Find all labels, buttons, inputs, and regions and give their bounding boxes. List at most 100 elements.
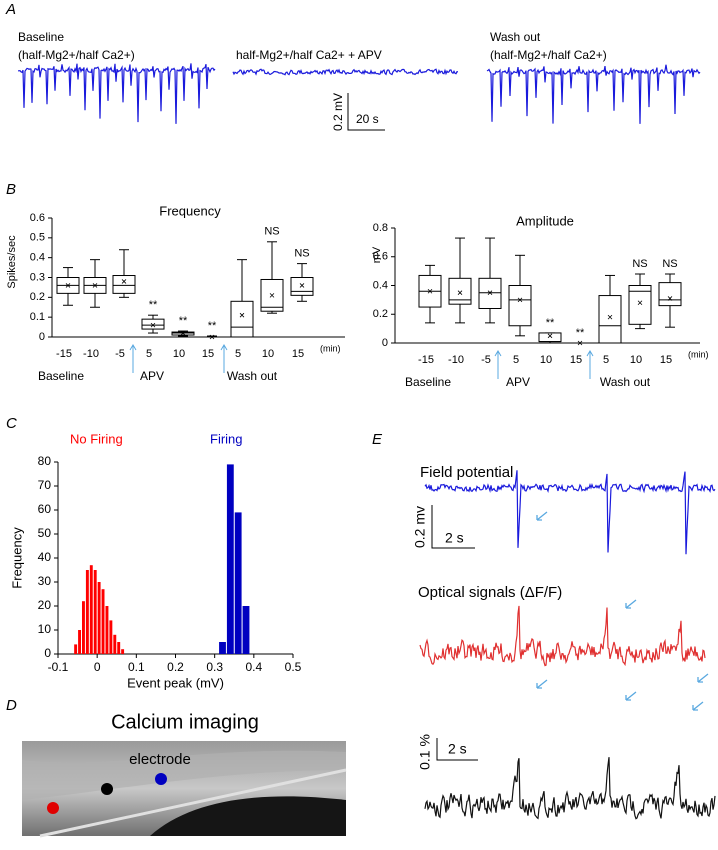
arrow	[494, 350, 502, 379]
y-tick-label: 0.6	[373, 251, 388, 263]
mean-marker	[607, 314, 613, 320]
arrow	[625, 691, 637, 701]
arrow	[625, 599, 637, 609]
x-tick-label: 0.1	[128, 660, 145, 674]
mean-marker	[517, 297, 523, 303]
scale-label: 0.2 mv	[412, 506, 428, 548]
trace	[486, 64, 701, 124]
x-tick-label: -0.1	[48, 660, 69, 674]
mean-marker	[92, 283, 98, 288]
y-axis-label: Spikes/sec	[6, 235, 18, 289]
x-tick-label: -15	[418, 354, 434, 366]
mean-marker	[487, 290, 493, 295]
x-tick-label: 10	[173, 348, 185, 360]
x-tick-label: 10	[540, 354, 552, 366]
x-tick-label: 5	[603, 354, 609, 366]
box	[290, 277, 314, 296]
trace	[232, 68, 459, 76]
box	[538, 332, 562, 343]
y-axis-label: Frequency	[9, 527, 24, 589]
histogram-bar	[78, 630, 81, 654]
histogram-bar	[85, 570, 89, 654]
x-tick-label: 5	[146, 348, 152, 360]
mean-marker	[121, 279, 127, 284]
roi-dot	[101, 783, 113, 795]
y-tick-label: 0.2	[30, 291, 45, 303]
box	[112, 275, 136, 294]
scale-label: 0.1 %	[417, 734, 433, 770]
x-tick-label: -5	[481, 354, 491, 366]
significance: **	[208, 320, 217, 332]
histogram-bar	[219, 642, 226, 654]
y-tick-label: 0.8	[373, 222, 388, 234]
y-tick-label: 0.5	[30, 232, 45, 244]
x-tick-label: 5	[513, 354, 519, 366]
arrow	[220, 344, 228, 373]
arrow	[536, 511, 548, 521]
mean-marker	[457, 290, 463, 295]
x-tick-label: -5	[115, 348, 125, 360]
x-tick-label: -10	[448, 354, 464, 366]
trace	[424, 470, 716, 555]
mean-marker	[637, 300, 643, 306]
x-tick-label: 0	[94, 660, 101, 674]
significance: NS	[294, 248, 309, 260]
significance: **	[179, 315, 188, 327]
significance: NS	[264, 226, 279, 238]
group-label: Baseline	[405, 375, 451, 389]
significance: NS	[632, 258, 647, 270]
mean-marker	[547, 333, 553, 339]
histogram-bar	[89, 565, 93, 654]
y-tick-label: 70	[38, 478, 52, 492]
trace-label: half-Mg2+/half Ca2+ + APV	[236, 48, 382, 62]
x-tick-label: 0.3	[206, 660, 223, 674]
x-tick-label: -10	[83, 348, 99, 360]
histogram-bar	[117, 642, 121, 654]
mean-marker	[427, 288, 433, 294]
histogram-bar	[113, 634, 117, 654]
legend-label: No Firing	[70, 431, 123, 446]
panel-label: E	[372, 431, 383, 448]
y-tick-label: 80	[38, 454, 52, 468]
mean-marker	[180, 330, 186, 336]
y-tick-label: 40	[38, 550, 52, 564]
pipette	[39, 768, 347, 838]
trace	[424, 757, 716, 820]
y-tick-label: 0	[44, 646, 51, 660]
trace-label: Wash out	[490, 30, 541, 44]
arrow	[697, 673, 709, 683]
significance: **	[576, 327, 585, 339]
x-tick-label: 0.4	[245, 660, 262, 674]
histogram-bar	[109, 620, 113, 654]
trace-title: Optical signals (ΔF/F)	[418, 584, 562, 601]
box	[508, 285, 532, 327]
histogram-bar	[242, 606, 250, 654]
histogram-bar	[97, 582, 101, 654]
arrow	[692, 701, 704, 711]
significance: NS	[662, 258, 677, 270]
x-tick-label: 0.5	[285, 660, 302, 674]
chart-title: Amplitude	[516, 213, 574, 228]
y-tick-label: 0.3	[30, 271, 45, 283]
scale-label: 0.2 mV	[331, 93, 345, 131]
arrow	[129, 344, 137, 373]
group-label: Wash out	[227, 369, 278, 383]
y-tick-label: 0.1	[30, 311, 45, 323]
group-label: APV	[140, 369, 164, 383]
slice-dark	[150, 796, 346, 836]
box	[478, 277, 502, 309]
y-tick-label: 60	[38, 502, 52, 516]
histogram-bar	[74, 644, 78, 654]
scale-label: 20 s	[356, 112, 379, 126]
mean-marker	[299, 283, 305, 288]
box	[598, 295, 622, 344]
scale-bar	[436, 738, 478, 761]
x-tick-label: 0.2	[167, 660, 184, 674]
y-tick-label: 10	[38, 622, 52, 636]
x-tick-label: 15	[660, 354, 672, 366]
x-unit: (min)	[688, 349, 709, 359]
mean-marker	[269, 293, 275, 298]
y-tick-label: 0.2	[373, 308, 388, 320]
mean-marker	[239, 312, 245, 318]
